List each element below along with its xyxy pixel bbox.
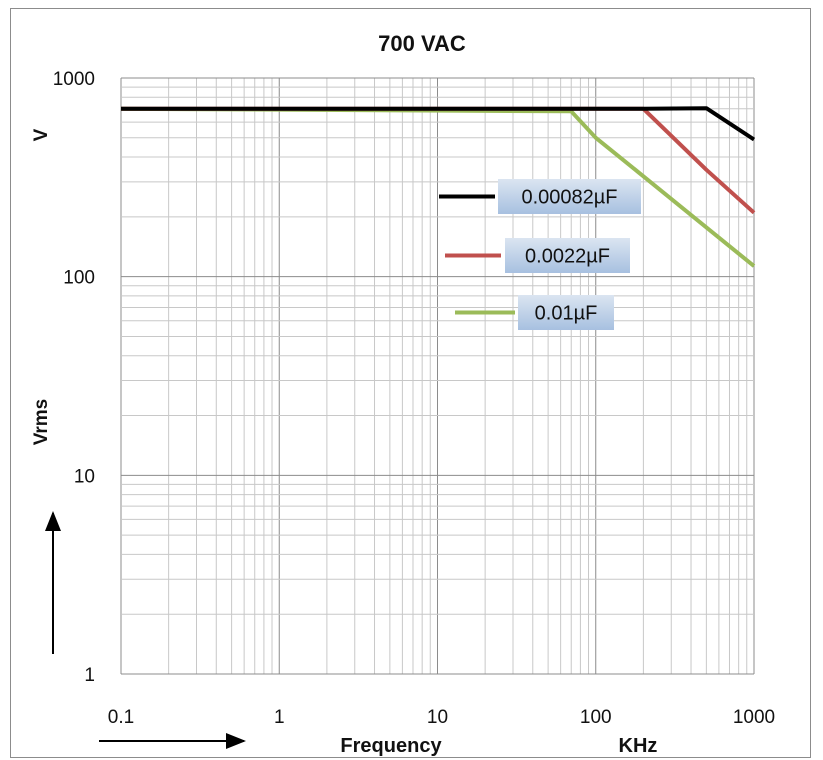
y-tick-label: 1000 bbox=[53, 69, 95, 90]
legend: 0.00082µF 0.0022µF 0.01µF bbox=[439, 179, 641, 330]
legend-label: 0.0022µF bbox=[525, 246, 610, 268]
series-line bbox=[121, 106, 756, 142]
series-layer bbox=[120, 106, 756, 268]
legend-label-box bbox=[505, 238, 630, 273]
x-tick-label: 10 bbox=[427, 707, 448, 728]
x-tick-label: 1000 bbox=[733, 707, 775, 728]
x-axis-unit: KHz bbox=[619, 735, 658, 757]
y-tick-label: 100 bbox=[63, 268, 95, 289]
legend-label-box bbox=[498, 179, 641, 214]
y-axis-unit: V bbox=[31, 128, 52, 141]
y-tick-label: 1 bbox=[84, 665, 95, 686]
x-tick-label: 1 bbox=[274, 707, 285, 728]
x-axis-label: Frequency bbox=[340, 735, 442, 757]
chart-title: 700 VAC bbox=[378, 31, 466, 56]
tick-labels: 0.1 1 10 100 1000 1 10 100 1000 bbox=[53, 69, 775, 728]
legend-label-box bbox=[518, 295, 614, 330]
grid-lines bbox=[120, 77, 755, 675]
chart-frame: 700 VAC 0.00082µF 0.0022µF 0.01µF 0.1 1 10 10… bbox=[10, 8, 811, 758]
y-axis-label: Vrms bbox=[31, 399, 52, 445]
x-tick-label: 0.1 bbox=[108, 707, 134, 728]
legend-label: 0.01µF bbox=[535, 303, 598, 325]
y-tick-label: 10 bbox=[74, 466, 95, 487]
x-tick-label: 100 bbox=[580, 707, 612, 728]
legend-label: 0.00082µF bbox=[521, 187, 617, 209]
